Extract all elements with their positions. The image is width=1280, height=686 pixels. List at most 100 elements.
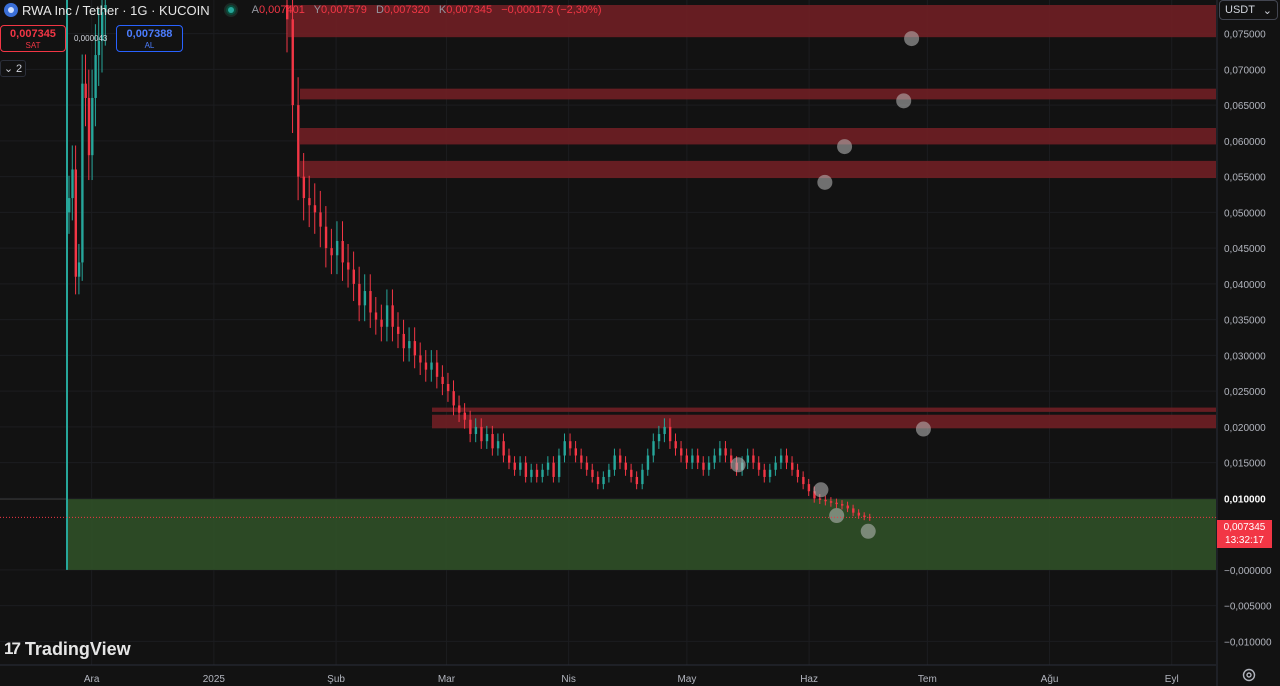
y-tick-label: 0,040000 [1224,280,1266,291]
candle-body [530,469,533,477]
low-value: 0,007320 [383,4,430,16]
sell-label: SAT [25,41,41,50]
market-status-icon [223,3,238,17]
indicators-toggle[interactable]: ⌄ 2 [0,60,26,77]
candle-body [752,455,755,463]
candle-body [513,462,516,470]
x-tick-label: Haz [800,674,818,685]
candle-body [674,441,677,449]
candle-body [585,462,589,470]
candle-body [508,455,511,463]
candle-body [413,341,417,356]
resistance-zone [300,127,1216,145]
buy-price: 0,007388 [126,28,173,40]
candle-body [319,212,322,227]
candle-body [768,469,772,477]
indicator-count: 2 [16,62,23,75]
candle-body [841,504,844,506]
y-tick-label: 0,020000 [1224,423,1266,434]
candle-body [557,455,561,477]
candle-body [685,455,688,463]
candle-body [779,455,783,463]
y-tick-label: 0,025000 [1224,387,1266,398]
candle-body [696,455,700,463]
candle-body [441,376,444,384]
candle-body [68,198,71,213]
candle-body [668,426,672,442]
candle-body [330,248,333,256]
chevron-down-icon: ⌄ [1262,4,1272,17]
candle-body [663,426,666,435]
candle-body [624,462,627,470]
candle-body [474,426,478,435]
currency-select[interactable]: USDT ⌄ [1219,0,1278,20]
marker-circle [829,508,845,524]
candle-body [363,291,367,306]
candle-body [397,326,400,334]
resistance-zone [432,414,1216,429]
candle-body [77,262,81,277]
candle-body [807,484,811,492]
buy-label: AL [144,41,155,50]
candle-body [302,176,306,199]
y-tick-label: 0,010000 [1224,494,1266,505]
symbol-title[interactable]: RWA Inc / Tether · 1G · KUCOIN [22,2,210,18]
rwa-coin-icon [4,3,18,17]
candle-body [480,426,483,442]
candle-body [552,462,555,477]
candle-body [569,441,572,449]
open-value: 0,007401 [258,4,305,16]
candle-body [324,226,328,249]
candle-body [97,40,101,56]
currency-label: USDT [1225,4,1255,16]
candle-body [652,441,655,456]
resistance-zone [300,160,1216,179]
candle-body [702,462,705,470]
candle-body [286,5,289,20]
tradingview-logo[interactable]: 17 TradingView [4,638,131,660]
candle-body [602,476,605,485]
buy-button[interactable]: 0,007388 AL [116,25,183,52]
marker-circle [860,523,876,539]
candle-body [335,240,339,256]
x-tick-label: Eyl [1165,674,1179,685]
low-label: D [375,4,384,16]
y-tick-label: 0,060000 [1224,137,1266,148]
candle-body [774,462,777,470]
candle-body [341,240,344,263]
y-tick-label: 0,075000 [1224,30,1266,41]
candle-body [757,462,761,470]
candle-body [391,305,394,327]
candle-body [824,499,827,502]
gear-icon[interactable] [1241,667,1257,683]
candle-body [74,169,77,277]
tradingview-mark-icon: 17 [4,639,21,658]
candle-body [291,19,294,106]
sell-button[interactable]: 0,007345 SAT [0,25,66,52]
x-tick-label: Ağu [1041,674,1059,685]
candle-body [385,305,389,327]
candle-body [763,469,766,477]
marker-circle [837,139,853,155]
symbol-header[interactable]: RWA Inc / Tether · 1G · KUCOIN A0,007401… [0,0,608,20]
candle-body [297,105,300,177]
candle-body [446,383,450,392]
candle-body [496,441,500,449]
candle-body [430,362,433,370]
candle-body [835,502,838,505]
candle-body [104,5,107,13]
candle-body [458,405,461,413]
candle-body [424,362,428,370]
candle-body [796,469,799,477]
marker-circle [730,457,746,473]
candle-body [81,83,84,263]
candle-body [435,362,439,377]
x-tick-label: Tem [918,674,937,685]
x-tick-label: 2025 [203,674,226,685]
candle-body [563,441,566,456]
y-tick-label: −0,005000 [1224,602,1272,613]
candle-body [419,355,422,363]
candle-body [84,83,87,98]
y-tick-label: 0,035000 [1224,316,1266,327]
